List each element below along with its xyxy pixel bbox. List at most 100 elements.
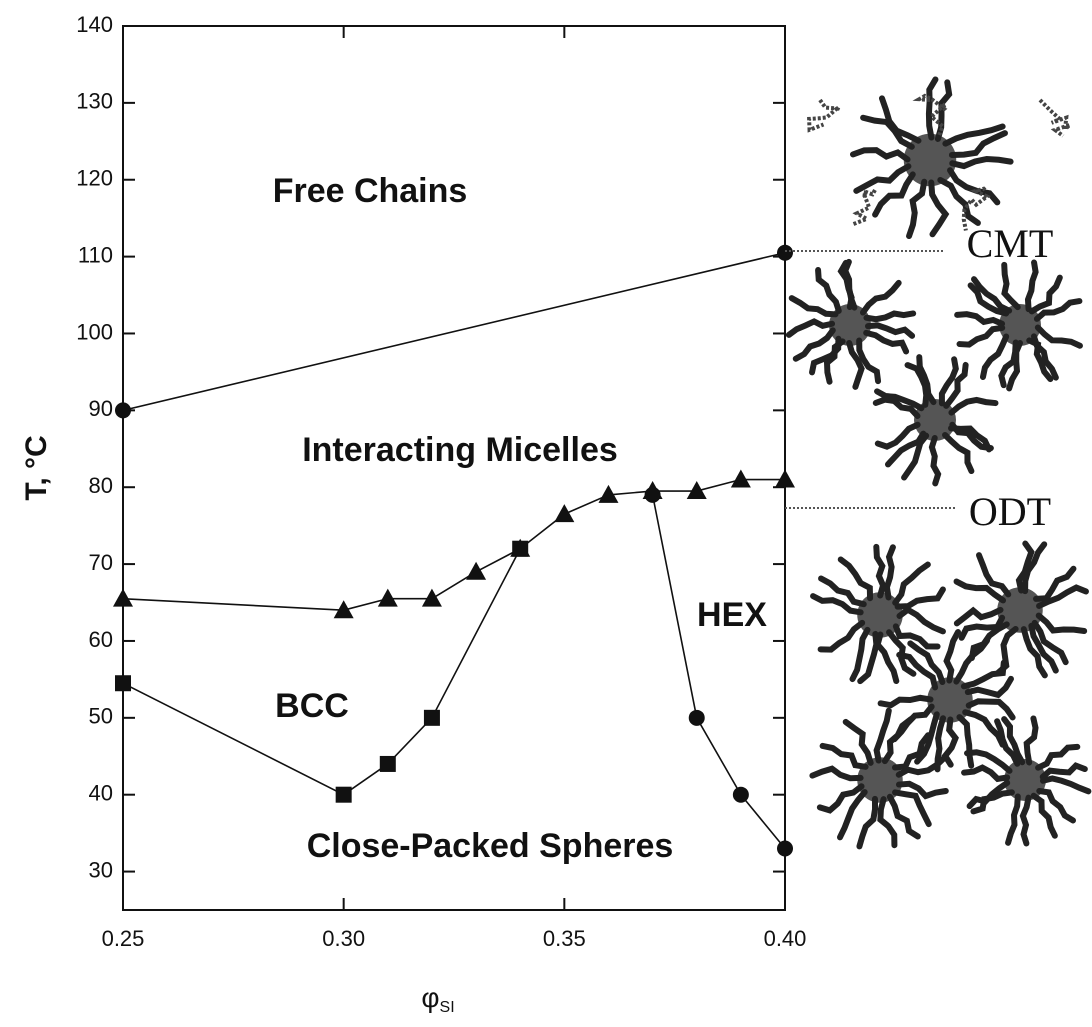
x-axis-label: φSI [421, 982, 454, 1016]
triangle-marker [554, 504, 575, 523]
micelle-arm [958, 614, 1006, 641]
triangle-marker [421, 588, 442, 607]
triangle-marker [333, 600, 354, 619]
micelle-arm [961, 764, 1011, 783]
micelle-arm [891, 732, 932, 771]
micelle-arm [884, 430, 927, 468]
micelle-arm [896, 606, 946, 635]
micelle-arm [971, 276, 1013, 314]
series-line [122, 251, 786, 412]
y-tick-label: 110 [78, 242, 113, 267]
triangle-marker [113, 588, 133, 607]
micelle-arm [956, 324, 1006, 348]
micelle-core [1004, 759, 1046, 801]
micelle-arm [948, 396, 999, 416]
y-tick-label: 80 [89, 473, 113, 498]
micelle-arm [1026, 337, 1054, 383]
y-tick-label: 70 [89, 550, 113, 575]
plot-frame [122, 25, 786, 911]
micelle-arm [925, 76, 939, 141]
micelle-arm [816, 783, 865, 814]
circle-marker [688, 709, 705, 726]
free-chain [961, 186, 991, 231]
micelle-arm [943, 361, 969, 409]
square-marker [379, 755, 396, 772]
micelle-arm [948, 130, 1008, 158]
y-axis-label: T, °C [20, 435, 53, 500]
annotation: ODT [969, 489, 1051, 534]
free-chain [912, 93, 948, 136]
micelle-arm [788, 295, 839, 318]
micelle-arm [1035, 612, 1088, 634]
micelle-arm [841, 258, 858, 311]
annotation: Free Chains [273, 172, 468, 210]
micelle-arm [842, 718, 874, 766]
square-marker [115, 675, 131, 692]
triangle-marker [730, 469, 751, 488]
triangle-marker [775, 469, 795, 488]
micelle-arm [998, 339, 1019, 389]
y-tick-label: 50 [89, 704, 113, 729]
micelle-arm [873, 707, 892, 764]
micelle-arm [953, 606, 1004, 627]
micelle-arm [792, 327, 836, 362]
free-chain [807, 98, 841, 133]
micelle-arm [1028, 274, 1063, 315]
micelle-arm [892, 789, 932, 828]
x-tick-label: 0.25 [102, 926, 145, 951]
micelle-arm [937, 176, 981, 226]
micelle-arm [856, 337, 882, 385]
micelle-arm [1001, 716, 1026, 766]
micelle-arm [1033, 298, 1083, 322]
micelle-core [927, 677, 973, 723]
micelle-arm [879, 95, 922, 144]
circle-marker [777, 244, 793, 261]
x-tick-label: 0.40 [764, 926, 807, 951]
micelle-core [857, 757, 903, 803]
annotation: HEX [697, 596, 767, 634]
micelle-arm [938, 356, 959, 407]
micelle-arm [874, 388, 925, 412]
micelle-arm [953, 637, 991, 685]
micelle-arm [916, 354, 937, 406]
micelle-arm [881, 716, 914, 765]
y-tick-label: 30 [89, 857, 113, 882]
x-axis-symbol: φ [421, 982, 439, 1013]
micelle-arm [965, 698, 1016, 721]
micelle-arm [994, 718, 1021, 767]
micelle-arm [863, 329, 910, 355]
circle-marker [732, 786, 749, 803]
series-line [651, 494, 786, 850]
micelle-arm [967, 282, 1010, 317]
triangle-marker [377, 588, 398, 607]
micelle-arm [914, 711, 940, 765]
micelle-arm [953, 578, 1007, 604]
micelle-arm [1022, 541, 1048, 595]
micelle-arm [856, 795, 879, 850]
micelle-arm [815, 267, 842, 314]
micelle-arm [964, 675, 1014, 699]
y-tick-label: 140 [76, 12, 113, 37]
annotation: Close-Packed Spheres [307, 827, 674, 865]
x-tick-label: 0.30 [322, 926, 365, 951]
micelle-arm [819, 742, 869, 770]
micelle-arm [1031, 619, 1069, 666]
micelle-arm [1033, 565, 1077, 602]
square-marker [335, 786, 352, 803]
micelle-arm [907, 640, 946, 686]
micelle-arm [817, 619, 866, 653]
micelle-arm [874, 421, 921, 450]
micelle-arm [809, 335, 842, 376]
micelle-arm [979, 333, 1010, 381]
triangle-marker [466, 561, 487, 580]
micelle-cartoons [785, 76, 1092, 850]
micelle-arm [895, 780, 949, 800]
micelle-arm [1039, 762, 1088, 780]
annotation: BCC [275, 687, 349, 725]
micelle-arm [954, 311, 1006, 327]
triangle-marker [686, 481, 707, 500]
micelle-arm [810, 593, 864, 616]
micelle-arm [849, 147, 911, 163]
